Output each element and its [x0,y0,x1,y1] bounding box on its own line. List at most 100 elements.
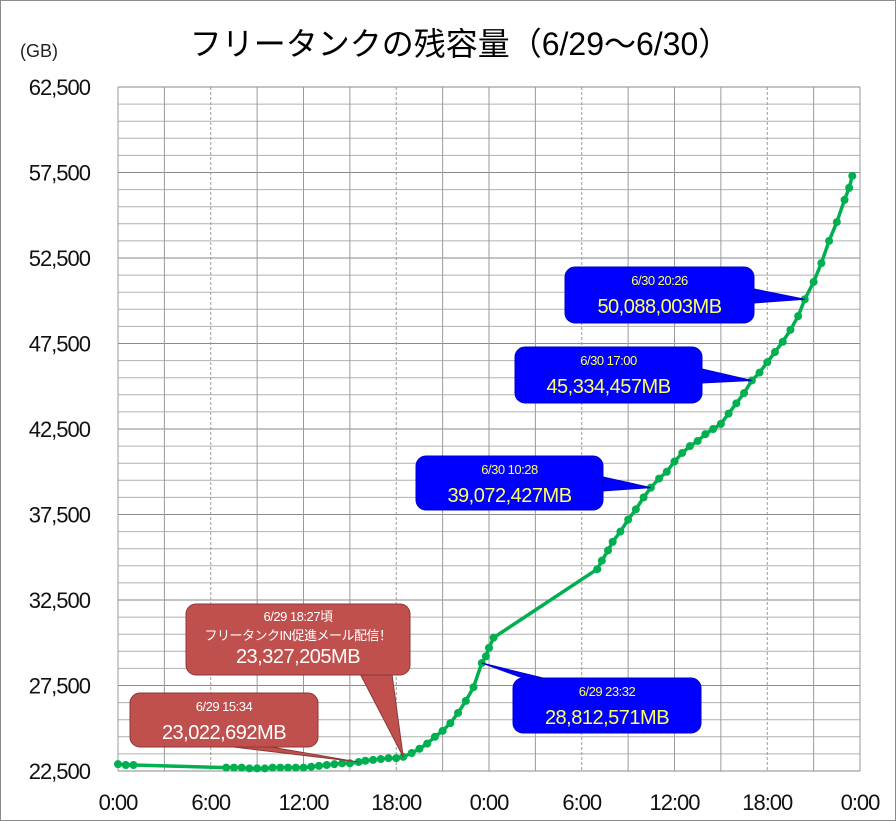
x-tick-label: 6:00 [191,790,231,815]
data-point [114,760,122,769]
data-point [809,277,818,286]
callout-box [514,346,703,404]
callout-box [564,266,755,324]
data-point [438,726,447,735]
data-point [794,312,803,321]
data-point [701,430,710,439]
data-point [817,259,826,268]
data-point [825,236,834,245]
data-point [307,762,316,771]
data-point [423,739,432,748]
data-point [778,337,787,346]
data-point [845,183,854,192]
callout: 6/29 23:32 28,812,571MB [481,662,702,734]
x-tick-label: 12:00 [649,790,700,815]
data-point [237,763,246,772]
data-point [655,474,664,483]
x-tick-label: 18:00 [742,790,793,815]
data-point [716,419,725,428]
x-tick-label: 12:00 [278,790,329,815]
data-point [276,763,285,772]
x-tick-label: 18:00 [371,790,422,815]
data-point [361,756,370,765]
data-point [604,546,613,555]
callout-text: 6/29 18:27頃 [264,609,333,624]
callout: 6/29 15:34 23,022,692MB [129,692,359,763]
data-point [407,749,416,758]
data-point [489,633,498,642]
data-point [245,764,254,773]
callout-text: 6/30 17:00 [580,353,637,368]
data-point [121,761,130,770]
data-point [685,442,694,451]
y-tick-label: 22,500 [29,759,91,784]
data-point [608,537,617,546]
x-tick-label: 6:00 [562,790,602,815]
data-point [832,218,841,227]
data-point [763,358,772,367]
callout-text: 39,072,427MB [447,485,571,507]
y-tick-label: 32,500 [29,588,91,613]
data-point [597,556,606,565]
data-point [770,348,779,357]
callout-text: 6/29 15:34 [196,699,253,714]
data-point [384,754,393,763]
callout-pointer [602,476,651,492]
data-point [755,368,764,377]
callout-text: 6/30 20:26 [631,273,688,288]
data-point [786,325,795,334]
callout-box [415,455,604,511]
data-point [709,425,718,433]
callout-pointer [753,288,805,304]
chart-title: フリータンクの残容量（6/29～6/30） [190,26,731,62]
data-point [376,755,385,764]
data-point [314,761,323,770]
data-point [670,457,679,466]
callout-pointer [359,674,404,758]
data-point [392,754,401,763]
callout-pointer [481,662,544,679]
callout-text: 50,088,003MB [597,296,721,318]
data-point [469,683,478,692]
data-point [724,409,733,418]
data-point [260,764,269,773]
callout: 6/30 20:26 50,088,003MB [564,266,805,324]
x-tick-label: 0:00 [99,790,139,815]
data-point [616,527,625,536]
data-point [678,448,687,457]
data-point [222,763,231,772]
data-point [593,565,602,574]
callout-text: 45,334,457MB [546,376,670,398]
data-point [624,515,633,524]
data-point [338,759,347,768]
data-point [639,493,648,502]
callout-text: 6/29 23:32 [579,684,636,699]
data-point [253,764,262,773]
x-tick-label: 0:00 [470,790,510,815]
callout: 6/30 10:28 39,072,427MB [415,455,651,511]
callout-pointer [701,368,752,384]
data-point [481,652,490,661]
data-point [693,436,702,445]
data-point [840,195,849,204]
data-point [299,763,308,772]
y-tick-label: 37,500 [29,503,91,528]
x-tick-label: 0:00 [841,790,881,815]
data-point [662,467,671,476]
data-point [330,760,339,769]
y-tick-label: 47,500 [29,332,91,357]
y-tick-label: 57,500 [29,161,91,186]
y-tick-label: 42,500 [29,417,91,442]
data-point [454,708,463,717]
data-point [732,399,741,408]
data-point [129,761,138,770]
data-point [268,763,277,772]
callout-text: 28,812,571MB [545,707,669,729]
callout-box [185,603,411,676]
data-point [229,763,238,772]
data-point [848,171,857,180]
data-point [446,719,455,728]
data-point [415,744,424,753]
